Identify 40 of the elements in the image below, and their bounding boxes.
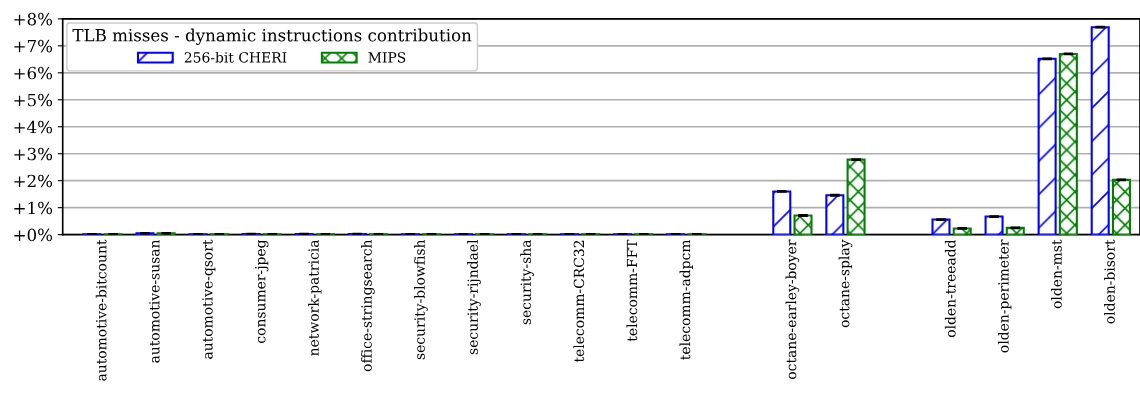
x-tick-label: olden-bisort [1104, 239, 1115, 324]
legend-label: 256-bit CHERI [184, 51, 287, 63]
x-tick-label: security-rijndael [467, 239, 481, 355]
bar [793, 214, 813, 235]
y-tick-label: +0% [14, 228, 53, 242]
x-tick-label: security-sha [520, 239, 534, 325]
y-tick-label: +6% [14, 66, 53, 80]
x-tick-label: telecomm-adpcm [679, 239, 693, 360]
x-tick-label: automotive-susan [149, 239, 160, 363]
x-tick-label: office-stringsearch [361, 239, 375, 372]
y-tick-label: +8% [14, 12, 53, 26]
x-tick-label: olden-mst [1051, 239, 1062, 309]
x-tick-label: telecomm-FFT [626, 239, 638, 342]
bar [1111, 178, 1131, 235]
x-tick-label: telecomm-CRC32 [573, 240, 585, 363]
y-tick-label: +4% [14, 120, 53, 134]
y-tick-label: +5% [14, 93, 53, 107]
y-tick-label: +3% [14, 147, 53, 161]
bar [1058, 52, 1078, 235]
y-tick-label: +7% [14, 39, 53, 53]
legend-title: TLB misses - dynamic instructions contribution [72, 28, 472, 45]
bar [772, 190, 792, 235]
y-tick-label: +1% [14, 201, 53, 215]
x-tick-label: octane-splay [838, 239, 853, 328]
x-tick-label: consumer-jpeg [255, 239, 269, 343]
legend-label: MIPS [368, 52, 406, 63]
x-tick-label: automotive-qsort [202, 239, 216, 359]
x-tick-label: security-blowfish [414, 239, 428, 360]
x-tick-label: network-patricia [308, 239, 322, 356]
bar [984, 215, 1004, 235]
x-tick-label: octane-earley-boyer [785, 239, 800, 379]
bar [1037, 57, 1057, 235]
x-tick-label: olden-treeadd [944, 239, 956, 338]
bar [825, 194, 845, 235]
bar [846, 158, 866, 235]
x-tick-label: automotive-bitcount [95, 239, 107, 381]
bar [1090, 26, 1110, 235]
y-tick-label: +2% [14, 174, 53, 188]
x-tick-label: olden-perimeter [997, 239, 1012, 353]
bar [931, 218, 951, 235]
